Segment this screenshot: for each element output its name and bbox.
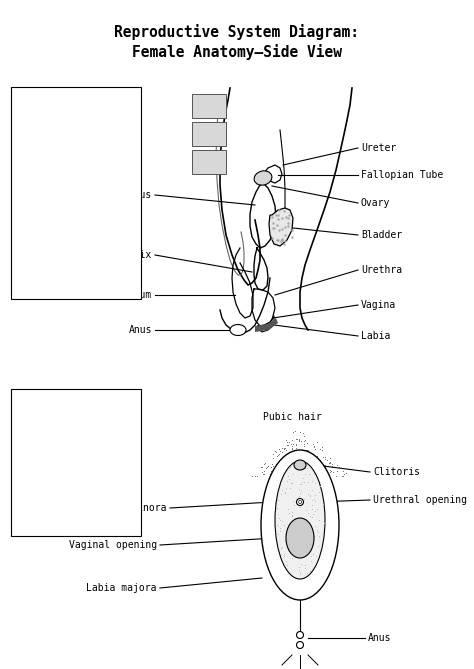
FancyBboxPatch shape: [11, 87, 141, 299]
Ellipse shape: [294, 460, 306, 470]
Text: Rectum: Rectum: [18, 226, 50, 235]
Polygon shape: [255, 318, 278, 332]
Text: Anus: Anus: [368, 633, 392, 643]
Text: Fallopian Tube: Fallopian Tube: [361, 170, 443, 180]
Text: Pubic hair: Pubic hair: [263, 412, 321, 422]
Text: Urethra: Urethra: [18, 146, 55, 155]
Text: Ovary: Ovary: [361, 198, 391, 208]
Text: Clitoris: Clitoris: [18, 468, 61, 477]
Text: Clitoris: Clitoris: [373, 467, 420, 477]
Text: Vagina: Vagina: [361, 300, 396, 310]
Text: Ureter: Ureter: [361, 143, 396, 153]
Text: External Parts:: External Parts:: [18, 402, 106, 412]
Ellipse shape: [254, 171, 272, 185]
Ellipse shape: [297, 632, 303, 638]
Polygon shape: [269, 208, 293, 246]
Ellipse shape: [286, 518, 314, 558]
Text: Labia: Labia: [18, 274, 45, 283]
Text: Uterus: Uterus: [18, 178, 50, 187]
Ellipse shape: [261, 450, 339, 600]
Text: Urethral opening: Urethral opening: [18, 417, 104, 426]
Text: Reproductive System Diagram:: Reproductive System Diagram:: [115, 24, 359, 40]
FancyBboxPatch shape: [192, 150, 226, 174]
Text: Pubic hair: Pubic hair: [18, 451, 72, 460]
Text: Vagina: Vagina: [18, 210, 50, 219]
Text: Cervix: Cervix: [117, 250, 152, 260]
FancyBboxPatch shape: [11, 389, 141, 536]
Text: Labia majora: Labia majora: [86, 583, 157, 593]
Text: Uterus: Uterus: [117, 190, 152, 200]
Text: o: o: [298, 499, 302, 505]
Text: Female Anatomy—Side View: Female Anatomy—Side View: [132, 44, 342, 60]
Text: Ureter: Ureter: [18, 114, 50, 123]
Text: Bladder: Bladder: [18, 242, 55, 251]
Text: Labia: Labia: [361, 331, 391, 341]
Ellipse shape: [275, 461, 325, 579]
Text: Fallopian tube: Fallopian tube: [18, 130, 93, 139]
Ellipse shape: [230, 324, 246, 335]
Text: Urethra: Urethra: [361, 265, 402, 275]
Text: Anus: Anus: [128, 325, 152, 335]
Text: Bladder: Bladder: [361, 230, 402, 240]
Text: Vaginal opening: Vaginal opening: [18, 519, 99, 528]
Text: Internal Parts:: Internal Parts:: [18, 100, 106, 110]
Text: Labia majora: Labia majora: [18, 434, 82, 443]
Text: Anus: Anus: [18, 485, 39, 494]
Text: Ovary: Ovary: [18, 194, 45, 203]
Ellipse shape: [297, 498, 303, 506]
Text: Labia minora: Labia minora: [18, 502, 82, 511]
Text: Urethral opening: Urethral opening: [373, 495, 467, 505]
Text: Vaginal opening: Vaginal opening: [69, 540, 157, 550]
Text: Anus: Anus: [18, 162, 39, 171]
Text: Cervix: Cervix: [18, 258, 50, 267]
Text: Rectum: Rectum: [117, 290, 152, 300]
FancyBboxPatch shape: [192, 94, 226, 118]
Text: Labia minora: Labia minora: [97, 503, 167, 513]
FancyBboxPatch shape: [192, 122, 226, 146]
Ellipse shape: [297, 642, 303, 648]
